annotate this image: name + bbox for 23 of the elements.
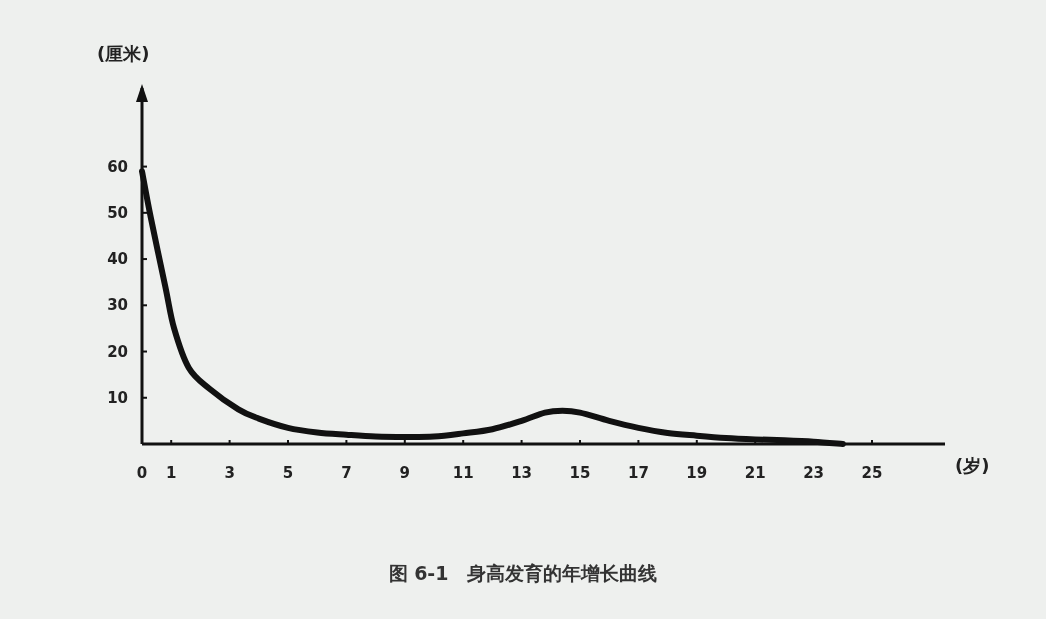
y-tick-label: 10	[107, 388, 128, 407]
x-tick-label: 0	[136, 464, 148, 482]
x-tick-label: 19	[686, 464, 708, 482]
x-tick-label: 7	[341, 464, 352, 482]
x-tick-label: 13	[511, 464, 533, 482]
x-tick-label: 3	[224, 464, 235, 482]
y-tick-label: 20	[107, 342, 128, 361]
text: 图 6-1 身高发育的年增长曲线	[388, 562, 658, 584]
x-tick-label: 1	[165, 464, 177, 482]
x-tick-label: 17	[627, 464, 649, 482]
y-tick-label: 40	[107, 250, 128, 269]
x-axis-title: (岁)	[955, 455, 990, 476]
y-tick-label: 60	[107, 157, 128, 176]
y-axis-title: (厘米)	[97, 43, 150, 64]
x-tick-label: 21	[744, 464, 766, 482]
x-tick-label: 11	[452, 464, 474, 482]
x-tick-label: 9	[399, 464, 411, 482]
y-tick-label: 50	[107, 203, 128, 222]
x-tick-label: 23	[803, 464, 825, 482]
x-tick-label: 25	[861, 464, 883, 482]
x-tick-label: 5	[282, 464, 294, 482]
x-tick-label: 15	[569, 464, 591, 482]
y-tick-label: 30	[107, 296, 128, 315]
